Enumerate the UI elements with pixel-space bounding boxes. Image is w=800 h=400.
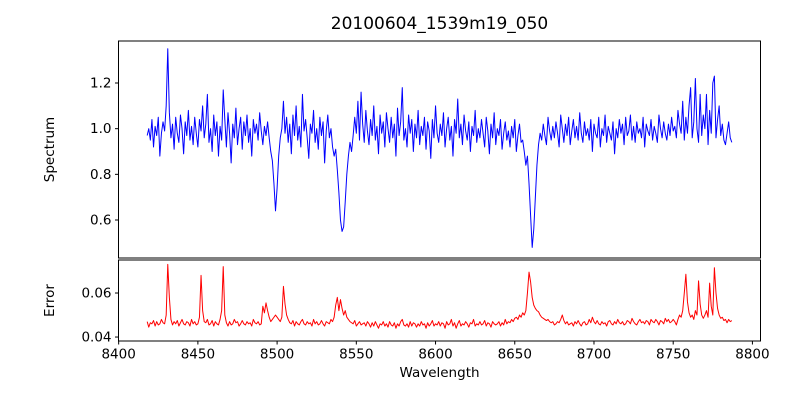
spectrum-y-tick-label: 0.6 <box>90 213 111 229</box>
plot-title: 20100604_1539m19_050 <box>331 14 548 34</box>
spectrum-y-axis-label: Spectrum <box>42 117 58 182</box>
x-tick-label: 8500 <box>260 347 294 363</box>
error-y-axis-label: Error <box>42 284 58 317</box>
spectrum-y-tick-label: 1.2 <box>90 76 111 92</box>
x-tick-label: 8800 <box>735 347 769 363</box>
error-axes-frame <box>118 259 761 342</box>
x-tick-label: 8600 <box>418 347 452 363</box>
x-tick-label: 8400 <box>101 347 135 363</box>
spectrum-y-tick-label: 1.0 <box>90 121 111 137</box>
x-tick-label: 8750 <box>656 347 690 363</box>
error-y-tick-label: 0.04 <box>81 330 111 346</box>
axes-layer: 0.6 0.8 1.0 1.2 0.04 0.06 8400 8450 8500 8550 8600… <box>81 40 770 363</box>
x-tick-label: 8450 <box>181 347 215 363</box>
x-tick-label: 8700 <box>577 347 611 363</box>
x-tick-label: 8650 <box>498 347 532 363</box>
x-tick-label: 8550 <box>339 347 373 363</box>
spectrum-axes-frame <box>118 40 761 259</box>
error-y-tick-label: 0.06 <box>81 286 111 302</box>
spectrum-line <box>146 48 733 248</box>
spectrum-y-tick-label: 0.8 <box>90 167 111 183</box>
x-axis-label: Wavelength <box>399 365 479 381</box>
error-line <box>146 263 733 329</box>
